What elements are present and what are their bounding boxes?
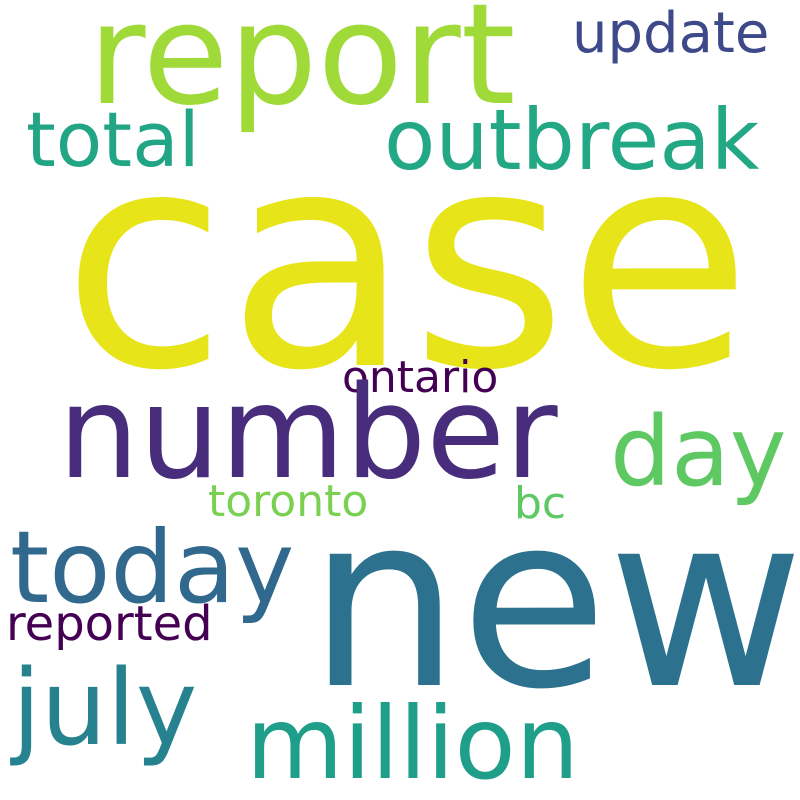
- word-bc: bc: [514, 478, 567, 529]
- word-number: number: [58, 359, 558, 508]
- word-ontario: ontario: [342, 352, 499, 403]
- word-july: july: [12, 647, 198, 769]
- word-today: today: [10, 509, 295, 626]
- word-outbreak: outbreak: [384, 91, 760, 189]
- word-toronto: toronto: [208, 476, 369, 527]
- word-update: update: [572, 1, 770, 66]
- word-total: total: [26, 95, 200, 184]
- word-case: case: [62, 87, 752, 436]
- word-new: new: [308, 462, 800, 742]
- word-million: million: [246, 685, 580, 800]
- word-reported: reported: [6, 596, 213, 652]
- word-day: day: [610, 396, 787, 508]
- word-report: report: [88, 0, 516, 137]
